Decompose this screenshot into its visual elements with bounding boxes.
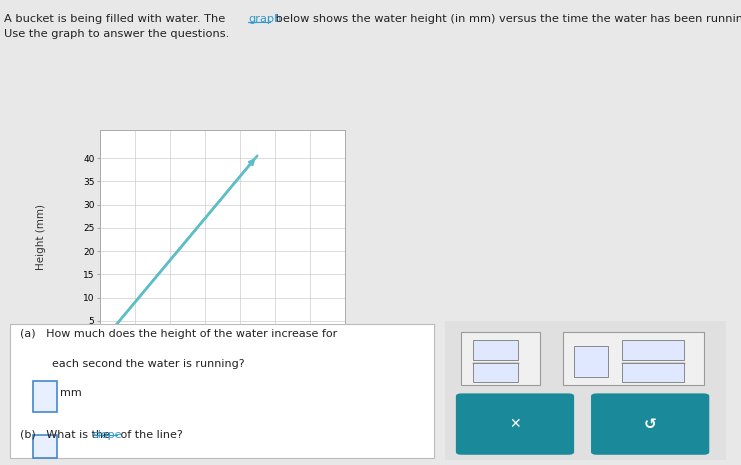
- Text: Use the graph to answer the questions.: Use the graph to answer the questions.: [4, 29, 229, 39]
- FancyBboxPatch shape: [473, 363, 518, 382]
- FancyBboxPatch shape: [563, 332, 704, 385]
- Text: below shows the water height (in mm) versus the time the water has been running : below shows the water height (in mm) ver…: [272, 14, 741, 24]
- Text: ✕: ✕: [509, 417, 521, 431]
- Text: graph: graph: [248, 14, 282, 24]
- Text: each second the water is running?: each second the water is running?: [52, 359, 245, 369]
- Text: slope: slope: [93, 430, 122, 440]
- Text: ↺: ↺: [644, 417, 657, 432]
- FancyBboxPatch shape: [10, 324, 434, 458]
- Text: (a)   How much does the height of the water increase for: (a) How much does the height of the wate…: [20, 329, 338, 339]
- FancyBboxPatch shape: [462, 332, 540, 385]
- Text: A bucket is being filled with water. The: A bucket is being filled with water. The: [4, 14, 229, 24]
- Text: (b)   What is the: (b) What is the: [20, 430, 113, 440]
- Text: of the line?: of the line?: [117, 430, 183, 440]
- FancyBboxPatch shape: [33, 381, 57, 412]
- X-axis label: Time (seconds): Time (seconds): [182, 363, 262, 373]
- FancyBboxPatch shape: [456, 393, 574, 455]
- FancyBboxPatch shape: [473, 340, 518, 360]
- Y-axis label: Height (mm): Height (mm): [36, 204, 46, 270]
- FancyBboxPatch shape: [442, 319, 729, 462]
- FancyBboxPatch shape: [574, 346, 608, 377]
- FancyBboxPatch shape: [591, 393, 709, 455]
- Text: mm: mm: [60, 388, 82, 398]
- FancyBboxPatch shape: [622, 340, 684, 360]
- FancyBboxPatch shape: [33, 435, 57, 458]
- FancyBboxPatch shape: [622, 363, 684, 382]
